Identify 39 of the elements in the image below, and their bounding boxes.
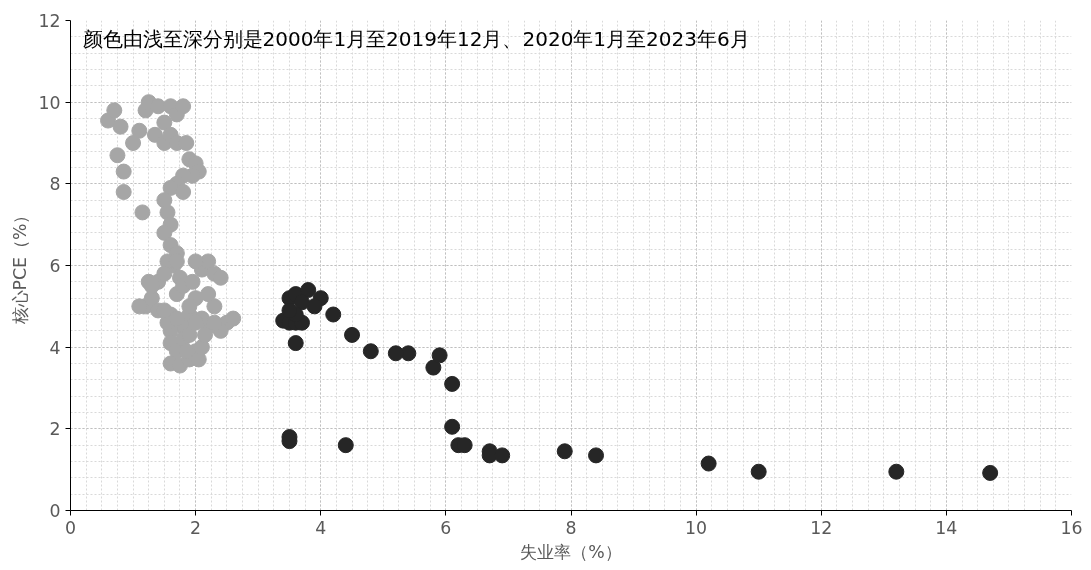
point	[444, 375, 461, 392]
x-tick-label: 0	[64, 517, 77, 538]
point	[431, 347, 448, 364]
point	[700, 455, 717, 472]
y-tick-label: 2	[49, 419, 61, 440]
x-tick-label: 16	[1060, 517, 1083, 538]
y-tick-label: 6	[49, 256, 61, 276]
point	[425, 359, 442, 376]
point	[344, 326, 361, 343]
y-tick-label: 0	[49, 501, 61, 521]
point	[888, 463, 905, 480]
point	[750, 463, 767, 480]
x-tick-label: 10	[685, 517, 708, 538]
x-tick-label: 8	[565, 517, 577, 538]
x-tick-label: 6	[440, 517, 452, 538]
point	[293, 294, 310, 311]
point	[982, 464, 999, 481]
x-tick-label: 12	[810, 517, 833, 538]
y-tick-label: 12	[38, 11, 61, 31]
y-tick-label: 8	[49, 174, 61, 195]
point	[588, 447, 605, 464]
x-tick-label: 4	[315, 517, 327, 538]
point	[287, 335, 304, 352]
x-tick-label: 14	[935, 517, 958, 538]
point	[306, 298, 323, 315]
point	[387, 345, 404, 362]
point	[494, 447, 511, 464]
point	[325, 306, 342, 323]
y-tick-label: 10	[38, 92, 61, 113]
point	[362, 343, 379, 360]
point	[337, 437, 354, 454]
y-axis-title: 核心PCE（%）	[10, 206, 31, 326]
point	[300, 282, 317, 298]
y-tick-label: 4	[49, 337, 61, 358]
x-tick-label: 2	[190, 517, 202, 538]
x-axis-title: 失业率（%）	[520, 541, 622, 562]
point	[556, 443, 573, 460]
point	[444, 418, 461, 435]
annotation: 颜色由浅至深分别是2000年1月至2019年12月、2020年1月至2023年6月	[82, 26, 750, 51]
